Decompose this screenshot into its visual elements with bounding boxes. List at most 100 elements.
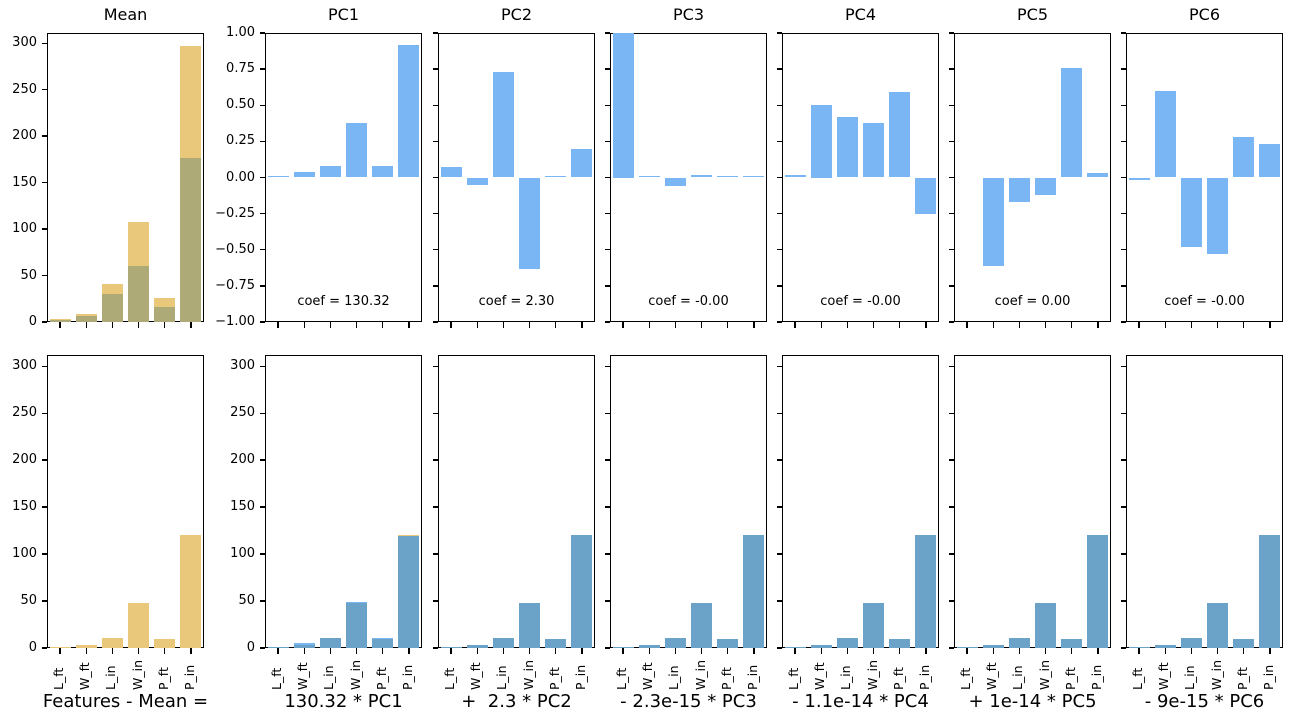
x-tick-mark	[1138, 322, 1140, 328]
y-tick-label: 250	[12, 81, 37, 97]
y-tick-mark	[948, 140, 954, 143]
bar-recon-pc6-L_ft-reconstruction	[1128, 647, 1150, 649]
x-tick-mark	[1243, 322, 1245, 328]
bar-recon-pc6-P_ft-reconstruction	[1233, 638, 1255, 648]
equation-label-recon-pc2: + 2.3 * PC2	[461, 691, 572, 712]
y-tick-mark	[259, 459, 265, 461]
x-tick-mark	[1018, 322, 1021, 328]
y-tick-mark	[41, 365, 47, 367]
axes-recon-pc5	[954, 355, 1111, 648]
bar-pc6-P_ft-component-loadings	[1233, 137, 1255, 178]
x-tick-mark	[502, 648, 505, 654]
bar-mean-L_ft-mean-overlap	[49, 320, 71, 322]
x-tick-mark	[1071, 322, 1073, 328]
bar-features-minus-mean-W_ft-target-difference	[75, 645, 97, 648]
subplot-title-pc4: PC4	[845, 5, 876, 24]
y-tick-mark	[259, 412, 265, 414]
y-tick-mark	[259, 321, 265, 323]
x-tick-mark	[794, 648, 796, 654]
y-tick-mark	[604, 600, 610, 602]
x-tick-mark	[753, 648, 755, 654]
x-tick-mark	[1243, 648, 1245, 654]
bar-recon-pc2-P_in-reconstruction	[571, 535, 593, 648]
bar-pc2-W_ft-component-loadings	[466, 177, 488, 185]
x-tick-mark	[846, 648, 849, 654]
bar-features-minus-mean-P_in-target-difference	[180, 535, 202, 648]
x-tick-mark	[1216, 322, 1219, 328]
x-tick-label-P_ft: P_ft	[1062, 667, 1078, 690]
y-tick-mark	[776, 647, 782, 649]
bar-recon-pc2-W_ft-reconstruction	[466, 645, 488, 648]
bar-features-minus-mean-L_in-target-difference	[101, 637, 123, 648]
x-tick-label-P_in: P_in	[744, 664, 760, 690]
y-tick-mark	[41, 42, 47, 44]
x-tick-label-W_ft: W_ft	[77, 662, 93, 690]
y-tick-mark	[259, 600, 265, 602]
x-tick-label-W_ft: W_ft	[1156, 662, 1172, 690]
axes-recon-pc1	[265, 355, 422, 648]
y-tick-mark	[432, 104, 438, 106]
bar-pc6-W_ft-component-loadings	[1154, 90, 1176, 178]
y-tick-label: 200	[12, 452, 37, 468]
x-tick-mark	[137, 648, 140, 654]
y-tick-mark	[604, 321, 610, 323]
bar-features-minus-mean-L_ft-target-difference	[49, 647, 71, 649]
y-tick-mark	[259, 506, 265, 508]
y-tick-mark	[259, 140, 265, 143]
y-tick-mark	[1120, 249, 1126, 251]
axes-pc1	[265, 33, 422, 322]
x-tick-label-P_ft: P_ft	[718, 667, 734, 690]
bar-pc1-L_in-component-loadings	[319, 165, 341, 178]
axes-pc2	[438, 33, 595, 322]
y-tick-mark	[432, 176, 438, 179]
y-tick-mark	[41, 321, 47, 323]
y-tick-mark	[948, 365, 954, 367]
y-tick-label: 300	[12, 35, 37, 51]
bar-recon-pc4-P_ft-reconstruction	[889, 638, 911, 648]
x-tick-mark	[528, 648, 531, 654]
y-tick-label: 0	[28, 640, 37, 655]
x-tick-mark	[1097, 648, 1099, 654]
x-tick-mark	[303, 322, 305, 328]
y-tick-mark	[432, 321, 438, 323]
y-tick-label: 200	[230, 452, 255, 468]
bar-mean-P_in-mean-overlap	[180, 157, 202, 322]
bar-recon-pc5-L_ft-reconstruction	[956, 647, 978, 649]
x-tick-mark	[137, 322, 140, 328]
y-tick-mark	[776, 412, 782, 414]
x-tick-mark	[700, 322, 703, 328]
y-tick-mark	[776, 506, 782, 508]
equation-label-recon-pc6: - 9e-15 * PC6	[1144, 691, 1265, 712]
bar-recon-pc1-P_ft-reconstruction-overlap	[372, 638, 394, 648]
bar-pc3-W_ft-component-loadings	[638, 176, 660, 178]
bar-pc2-L_in-component-loadings	[492, 72, 514, 178]
y-tick-mark	[948, 249, 954, 251]
coef-annotation-pc4: coef = -0.00	[820, 294, 901, 309]
y-tick-mark	[776, 459, 782, 461]
x-tick-mark	[648, 648, 650, 654]
x-tick-mark	[111, 648, 114, 654]
y-tick-label: 0.00	[226, 169, 255, 185]
x-tick-mark	[1164, 648, 1166, 654]
bar-recon-pc1-W_in-reconstruction-overlap	[346, 602, 368, 648]
y-tick-mark	[948, 285, 954, 287]
x-tick-mark	[1071, 648, 1073, 654]
x-tick-mark	[1216, 648, 1219, 654]
y-tick-label: 150	[12, 499, 37, 515]
bar-recon-pc4-P_in-reconstruction	[915, 535, 937, 648]
bar-pc5-L_in-component-loadings	[1008, 177, 1030, 203]
y-tick-mark	[41, 88, 47, 91]
y-tick-mark	[432, 600, 438, 602]
y-tick-mark	[1120, 600, 1126, 602]
y-tick-mark	[604, 176, 610, 179]
y-tick-mark	[776, 553, 782, 555]
y-tick-label: −0.50	[215, 241, 255, 257]
bar-recon-pc3-W_ft-reconstruction	[638, 645, 660, 648]
bar-pc4-L_in-component-loadings	[836, 116, 858, 178]
x-tick-mark	[277, 648, 279, 654]
axes-pc4	[782, 33, 939, 322]
x-tick-mark	[382, 322, 384, 328]
x-tick-label-P_in: P_in	[572, 664, 588, 690]
subplot-title-pc1: PC1	[328, 5, 359, 24]
y-tick-mark	[948, 506, 954, 508]
